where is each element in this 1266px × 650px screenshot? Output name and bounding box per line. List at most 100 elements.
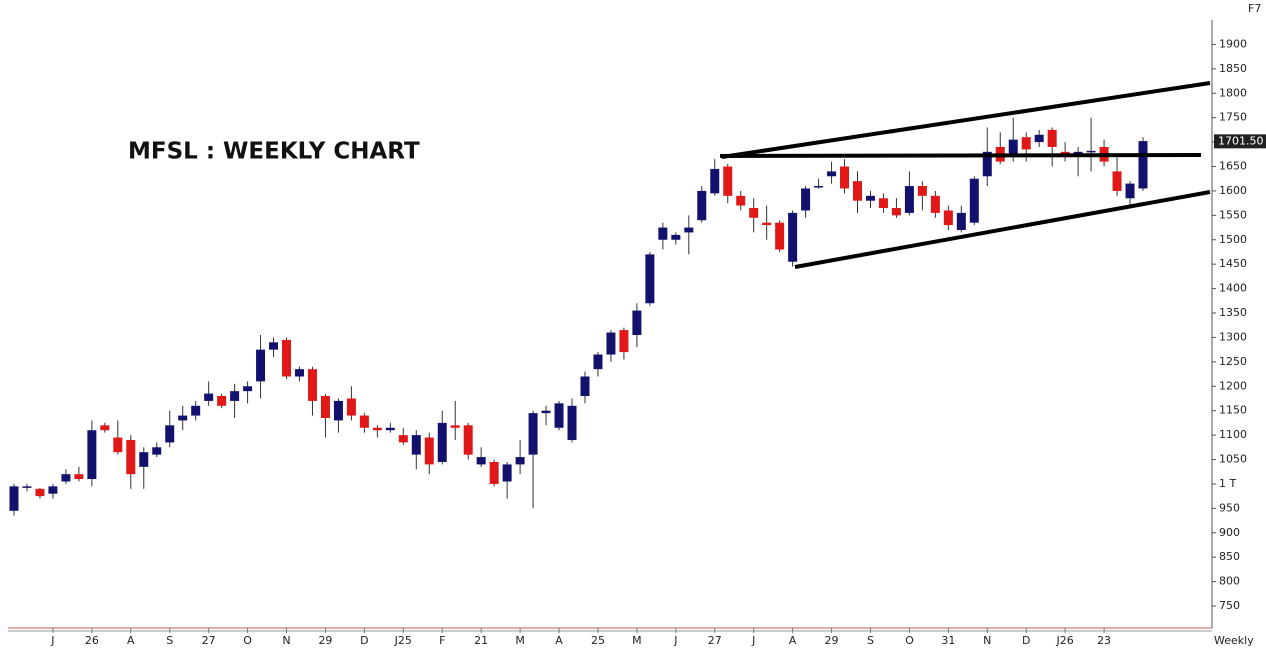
candle-body <box>943 210 953 226</box>
candle-body <box>320 396 330 419</box>
x-tick-label: M <box>515 634 525 647</box>
x-tick-label: 27 <box>202 634 216 647</box>
candle-body <box>1034 134 1044 143</box>
candle-body <box>307 369 317 401</box>
x-tick-label: O <box>243 634 252 647</box>
candle-body <box>74 474 84 480</box>
x-tick-label: D <box>360 634 368 647</box>
x-tick-label: A <box>555 634 563 647</box>
x-tick-label: 29 <box>318 634 332 647</box>
candle-body <box>1073 151 1083 155</box>
last-price-label: 1701.50 <box>1218 134 1264 147</box>
candle-body <box>619 330 629 353</box>
y-tick-label: 1550 <box>1219 208 1247 221</box>
x-tick-label: S <box>867 634 874 647</box>
x-tick-label: J <box>50 634 54 647</box>
x-tick-label: N <box>282 634 290 647</box>
candle-body <box>632 310 642 335</box>
y-tick-label: 950 <box>1219 501 1240 514</box>
candle-body <box>865 195 875 201</box>
y-tick-label: 750 <box>1219 599 1240 612</box>
y-tick-label: 1850 <box>1219 62 1247 75</box>
candle-body <box>333 400 343 421</box>
candle-body <box>152 447 162 455</box>
candle-body <box>1125 183 1135 199</box>
candle-body <box>450 425 460 428</box>
trend-line-lower <box>794 190 1211 269</box>
y-tick-label: 1800 <box>1219 86 1247 99</box>
candle-body <box>204 393 214 401</box>
candle-body <box>1112 171 1122 191</box>
candle-body <box>61 474 71 482</box>
interval-label: Weekly <box>1214 634 1254 647</box>
candle-body <box>48 486 58 494</box>
y-tick-label: 1 T <box>1219 477 1236 490</box>
y-tick-label: 1650 <box>1219 160 1247 173</box>
x-tick-label: 23 <box>1097 634 1111 647</box>
chart-title: MFSL : WEEKLY CHART <box>128 139 420 165</box>
candle-body <box>100 425 110 431</box>
candle-body <box>243 386 253 392</box>
y-tick-label: 1150 <box>1219 404 1247 417</box>
y-tick-label: 1400 <box>1219 282 1247 295</box>
x-tick-label: A <box>127 634 135 647</box>
x-tick-label: J <box>751 634 755 647</box>
y-tick-label: 1600 <box>1219 184 1247 197</box>
candle-body <box>671 234 681 240</box>
candle-body <box>165 425 175 443</box>
candle-body <box>710 168 720 194</box>
candle-body <box>139 452 149 467</box>
candle-body <box>528 413 538 455</box>
candle-body <box>554 403 564 428</box>
candle-body <box>178 415 188 421</box>
y-tick-label: 1300 <box>1219 330 1247 343</box>
candle-body <box>593 354 603 370</box>
y-tick-label: 1100 <box>1219 428 1247 441</box>
candle-body <box>645 254 655 304</box>
candle-body <box>567 405 577 440</box>
x-tick-label: 26 <box>85 634 99 647</box>
candle-body <box>658 227 668 240</box>
y-tick-label: 1500 <box>1219 233 1247 246</box>
candle-body <box>801 188 811 211</box>
candle-body <box>398 435 408 443</box>
candle-body <box>956 212 966 230</box>
candle-body <box>1008 139 1018 157</box>
candle-body <box>891 208 901 216</box>
corner-label: F7 <box>1248 2 1261 15</box>
x-tick-label: F <box>439 634 445 647</box>
x-tick-label: J <box>673 634 677 647</box>
y-tick-label: 1750 <box>1219 111 1247 124</box>
y-tick-label: 1200 <box>1219 379 1247 392</box>
x-tick-label: D <box>1022 634 1030 647</box>
candle-body <box>840 166 850 189</box>
candle-body <box>217 396 227 406</box>
y-tick-label: 1450 <box>1219 257 1247 270</box>
candle-body <box>476 457 486 465</box>
candle-body <box>606 332 616 355</box>
candle-body <box>294 369 304 377</box>
candle-body <box>502 464 512 482</box>
x-tick-label: 27 <box>708 634 722 647</box>
candle-body <box>982 151 992 177</box>
x-tick-label: 31 <box>941 634 955 647</box>
candle-body <box>1047 129 1057 147</box>
candle-body <box>424 437 434 465</box>
candle-body <box>126 439 136 475</box>
candle-body <box>1021 137 1031 150</box>
candle-body <box>684 227 694 233</box>
x-tick-label: J26 <box>1056 634 1074 647</box>
candle-body <box>917 186 927 196</box>
x-tick-label: A <box>789 634 797 647</box>
y-tick-label: 800 <box>1219 575 1240 588</box>
x-tick-label: 21 <box>474 634 488 647</box>
candles <box>9 117 1148 516</box>
candle-body <box>489 461 499 484</box>
candle-body <box>814 186 824 188</box>
candle-body <box>736 195 746 206</box>
y-tick-label: 1350 <box>1219 306 1247 319</box>
x-tick-label: S <box>166 634 173 647</box>
x-tick-label: O <box>905 634 914 647</box>
trend-line-horizontal <box>719 153 1202 158</box>
candle-body <box>22 486 32 488</box>
